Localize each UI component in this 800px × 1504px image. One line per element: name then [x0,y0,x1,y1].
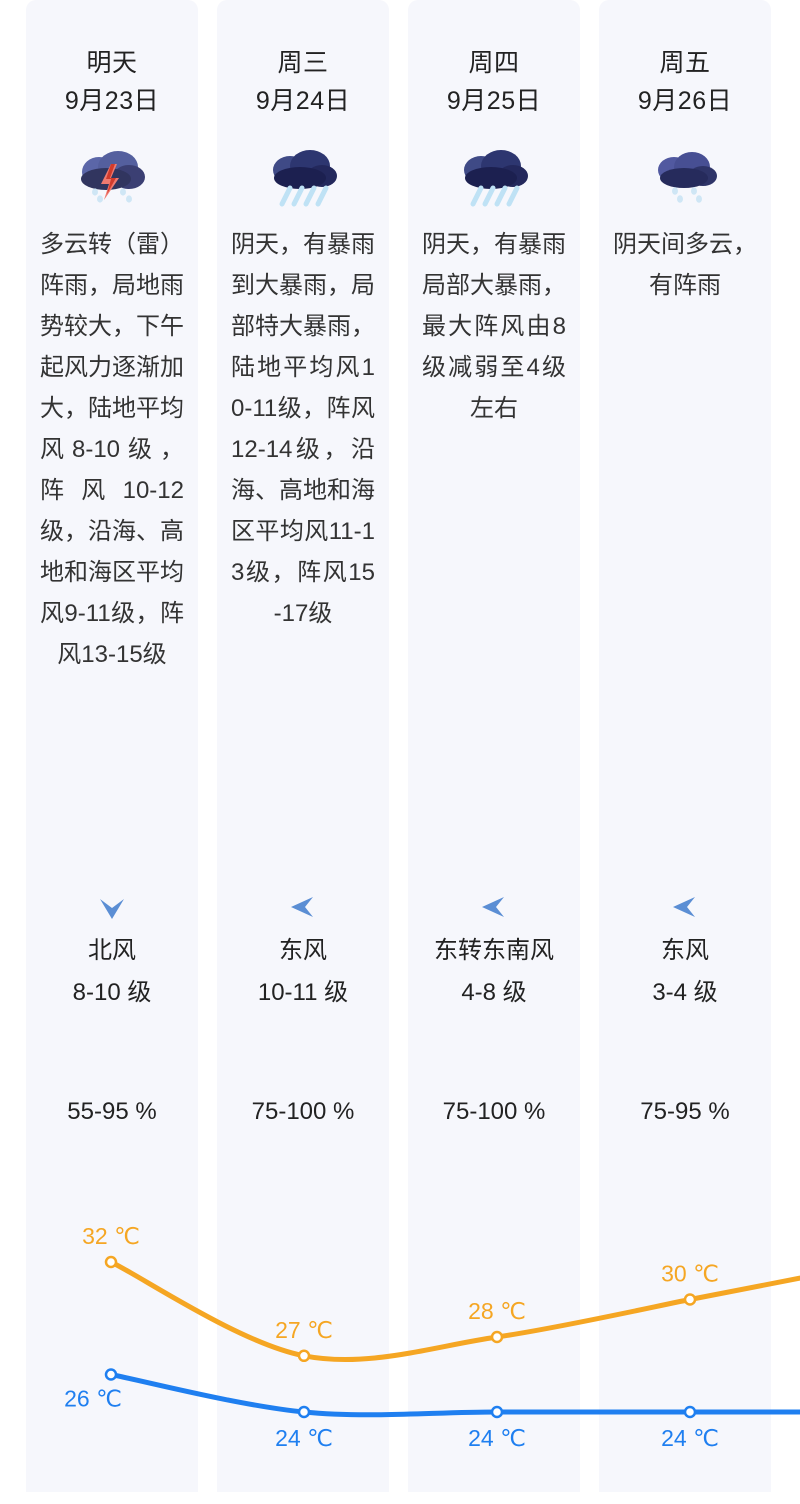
wind-arrow-wrap [217,884,389,930]
weather-icon-wrap [408,138,580,216]
card-header: 明天 9月23日 [26,0,198,120]
humidity-range: 75-95 % [640,1098,730,1125]
wind-block: 东风 3-4 级 [599,884,771,1014]
day-name: 周四 [468,49,520,77]
weather-icon-wrap [599,138,771,216]
wind-arrow-wrap [408,884,580,930]
day-name: 明天 [86,49,138,77]
weather-description: 阴天间多云，有阵雨 [613,231,757,299]
arrow-down-icon [100,899,124,919]
card-header: 周三 9月24日 [217,0,389,120]
wind-arrow-wrap [26,884,198,930]
wind-scale: 10-11 级 [257,979,349,1006]
wind-block: 北风 8-10 级 [26,884,198,1014]
weather-icon-wrap [26,138,198,216]
humidity-range: 55-95 % [67,1098,157,1125]
wind-block: 东转东南风 4-8 级 [408,884,580,1014]
wind-direction: 东转东南风 [434,937,554,964]
arrow-left-icon [482,897,504,917]
day-card[interactable]: 周三 9月24日 阴天，有暴雨到大暴雨，局部特大暴雨，陆地 [217,0,389,1492]
day-date: 9月25日 [446,87,542,115]
thunder-shower-icon [81,151,145,203]
day-date: 9月26日 [637,87,733,115]
shower-icon [658,152,717,203]
day-name: 周三 [277,49,329,77]
heavy-rain-icon [273,150,337,207]
wind-scale: 8-10 级 [72,979,152,1006]
arrow-left-icon [291,897,313,917]
day-card[interactable]: 周四 9月25日 阴天，有暴雨局部大暴雨，最大阵风由8级减 [408,0,580,1492]
card-header: 周五 9月26日 [599,0,771,120]
weather-description: 多云转（雷）阵雨，局地雨势较大，下午起风力逐渐加大，陆地平均风8-10级，阵风1… [40,231,184,668]
humidity-range: 75-100 % [442,1098,546,1125]
weather-description: 阴天，有暴雨到大暴雨，局部特大暴雨，陆地平均风10-11级，阵风12-14级，沿… [231,231,375,627]
day-card[interactable]: 明天 9月23日 [26,0,198,1492]
wind-direction: 北风 [88,937,136,964]
weather-icon-wrap [217,138,389,216]
heavy-rain-icon [464,150,528,207]
wind-direction: 东风 [279,937,327,964]
day-date: 9月24日 [255,87,351,115]
day-date: 9月23日 [64,87,160,115]
day-card[interactable]: 周五 9月26日 阴天间多云，有阵雨 [599,0,771,1492]
wind-direction: 东风 [661,937,709,964]
wind-scale: 3-4 级 [652,979,718,1006]
wind-block: 东风 10-11 级 [217,884,389,1014]
wind-arrow-wrap [599,884,771,930]
arrow-left-icon [673,897,695,917]
humidity-range: 75-100 % [251,1098,355,1125]
weather-description: 阴天，有暴雨局部大暴雨，最大阵风由8级减弱至4级左右 [422,231,566,422]
day-name: 周五 [659,49,711,77]
wind-scale: 4-8 级 [461,979,527,1006]
card-header: 周四 9月25日 [408,0,580,120]
